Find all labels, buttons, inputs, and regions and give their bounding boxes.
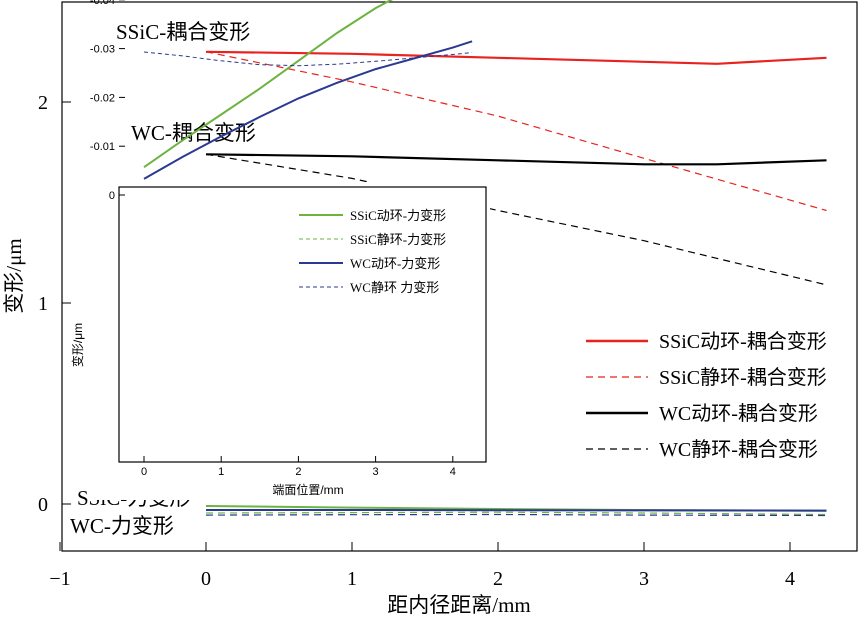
- main-legend-label: WC静环-耦合变形: [659, 438, 818, 461]
- main-series-line: [205, 51, 827, 212]
- main-y-tick-label: 2: [38, 92, 48, 114]
- inset-series-line: [143, 0, 393, 169]
- main-y-axis-label: 变形/μm: [2, 238, 26, 313]
- main-series-line: [205, 50, 827, 65]
- inset-x-tick-label: 2: [295, 466, 301, 478]
- inset-legend-label: SSiC静环-力变形: [350, 232, 446, 247]
- inset-y-tick-label: -0.03: [90, 44, 115, 56]
- main-x-tick-label: 2: [493, 568, 503, 590]
- inset-series-line: [143, 51, 473, 67]
- inset-y-tick-label: -0.04: [90, 0, 115, 7]
- inset-background: [90, 182, 490, 500]
- inset-y-axis-label: 变形/μm: [70, 323, 85, 367]
- inset-x-axis-label: 端面位置/mm: [272, 482, 343, 497]
- main-x-tick-label: 4: [785, 568, 795, 590]
- inset-legend-label: WC动环-力变形: [350, 256, 440, 271]
- inset-y-tick-label: -0.02: [90, 92, 115, 104]
- main-annotation: WC-力变形: [70, 514, 174, 538]
- inset-x-tick-label: 3: [373, 466, 379, 478]
- main-x-tick-label: 1: [347, 568, 357, 590]
- main-series-line: [205, 513, 827, 517]
- main-plot-frame: [61, 1, 858, 552]
- inset-x-tick-label: 0: [141, 466, 147, 478]
- main-series-line: [205, 153, 827, 286]
- main-x-tick-label: 3: [639, 568, 649, 590]
- inset-series-line: [143, 40, 473, 180]
- inset-y-tick-label: 0: [109, 190, 115, 202]
- main-series-line: [206, 509, 827, 512]
- inset-legend-label: SSiC动环-力变形: [350, 208, 446, 223]
- inset-legend-label: WC静环 力变形: [350, 280, 439, 295]
- main-x-tick-label: −1: [49, 568, 70, 590]
- main-series-line: [205, 153, 827, 166]
- main-legend-label: WC动环-耦合变形: [659, 402, 818, 425]
- main-legend-label: SSiC静环-耦合变形: [659, 366, 827, 389]
- main-y-tick-label: 1: [38, 293, 48, 315]
- main-legend-label: SSiC动环-耦合变形: [659, 330, 827, 353]
- inset-x-tick-label: 4: [450, 466, 456, 478]
- main-y-tick-label: 0: [38, 494, 48, 516]
- main-series-line: [205, 511, 827, 516]
- inset-x-tick-label: 1: [218, 466, 224, 478]
- inset-plot-frame: [118, 186, 487, 463]
- main-x-axis-label: 距内径距离/mm: [387, 593, 531, 617]
- inset-y-tick-label: -0.01: [90, 141, 115, 153]
- main-annotation: SSiC-耦合变形: [116, 20, 250, 44]
- main-x-tick-label: 0: [201, 568, 211, 590]
